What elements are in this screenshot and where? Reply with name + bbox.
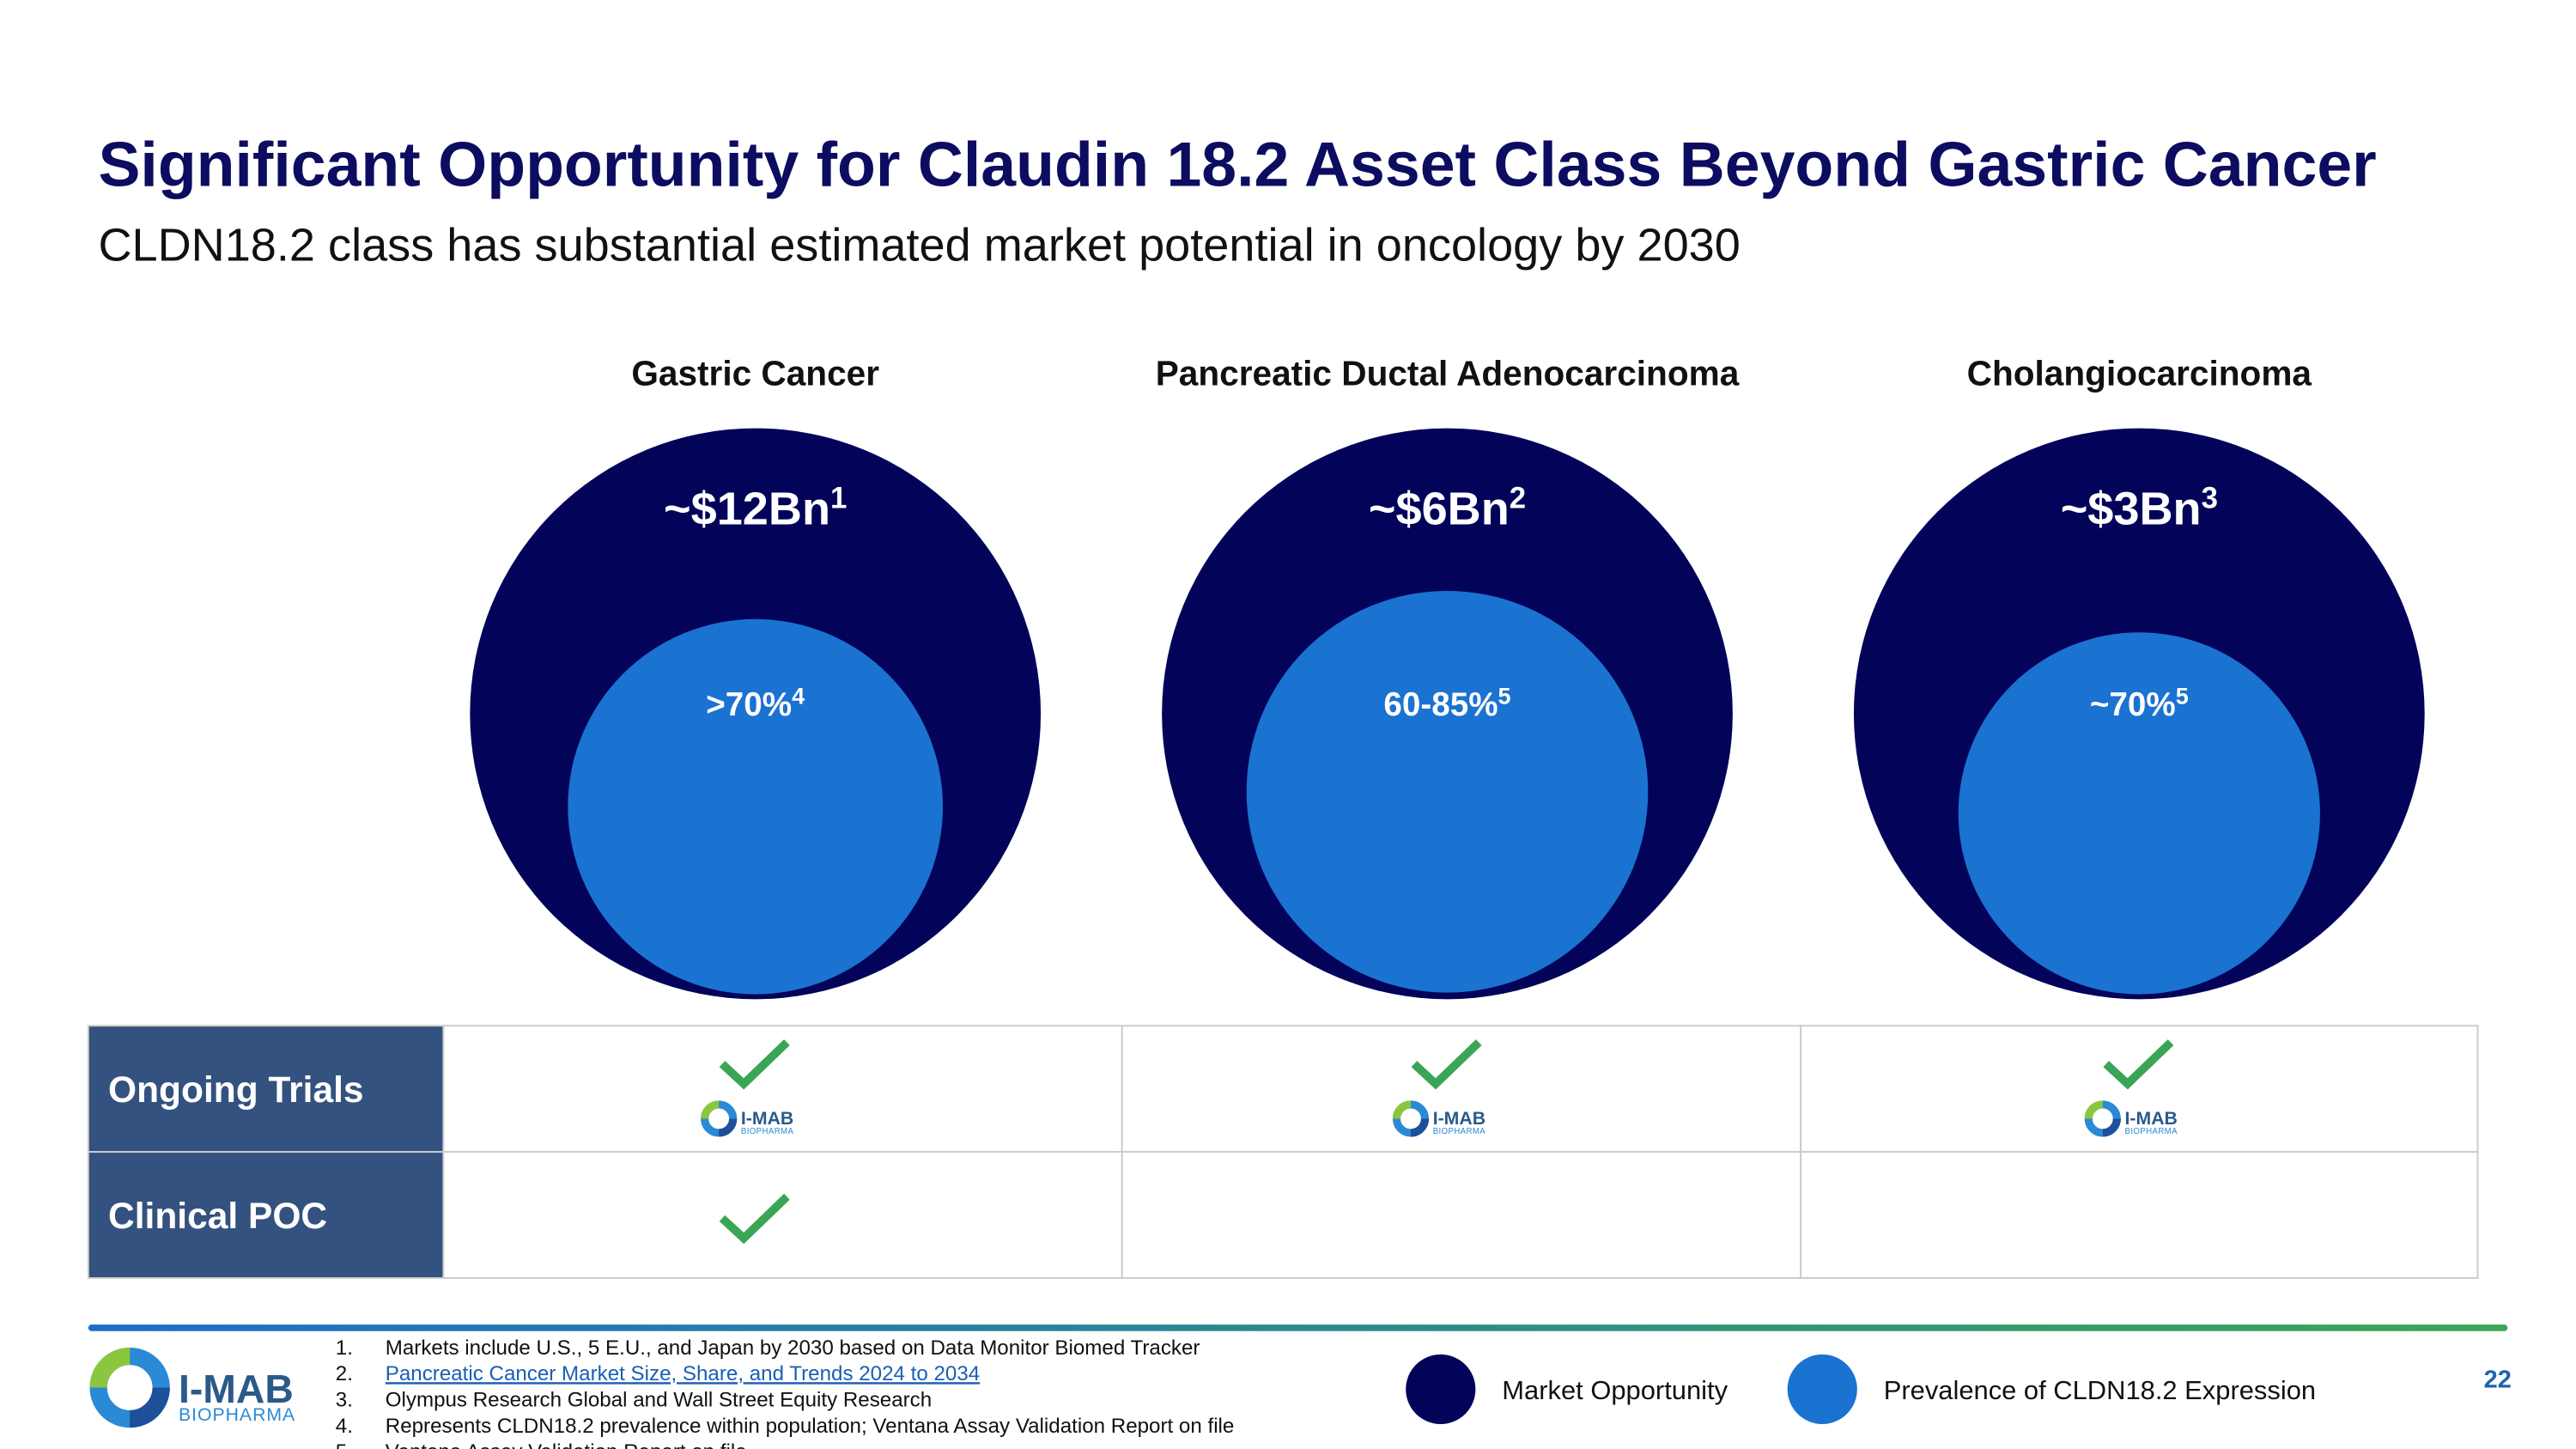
check-mark (2103, 1039, 2174, 1090)
footnote-number: 5. (336, 1440, 353, 1449)
logo-arc (1392, 1100, 1412, 1119)
footnote: Represents CLDN18.2 prevalence within po… (386, 1415, 1235, 1438)
prevalence-label: ~70%5 (2090, 683, 2189, 723)
legend-label: Market Opportunity (1502, 1375, 1728, 1405)
footnote-ref: 5 (1498, 683, 1511, 709)
logo-name: I-MAB (1433, 1108, 1485, 1129)
logo-arc (89, 1347, 131, 1389)
prevalence-circle (1246, 590, 1649, 993)
market-label: ~$12Bn1 (664, 482, 847, 534)
logo-sub: BIOPHARMA (1433, 1127, 1486, 1136)
check-mark (1411, 1039, 1482, 1090)
footnote-number: 2. (336, 1362, 353, 1385)
column-header: Cholangiocarcinoma (1967, 353, 2312, 393)
footnote-number: 3. (336, 1389, 353, 1412)
divider (88, 1324, 2508, 1331)
footnote: Olympus Research Global and Wall Street … (386, 1389, 932, 1412)
market-label: ~$3Bn3 (2061, 482, 2218, 534)
title: Significant Opportunity for Claudin 18.2… (98, 129, 2376, 199)
logo-sub: BIOPHARMA (741, 1127, 794, 1136)
logo-arc (718, 1118, 738, 1137)
footnote-ref: 5 (2176, 683, 2189, 709)
row-header-cell (87, 1151, 445, 1279)
footnote-ref: 2 (1510, 482, 1526, 514)
prevalence-circle (1958, 632, 2320, 995)
page-number: 22 (2484, 1367, 2512, 1394)
legend-swatch (1787, 1354, 1857, 1425)
table-cell (1121, 1151, 1802, 1279)
market-value: ~$6Bn (1369, 484, 1510, 535)
row-header: Clinical POC (108, 1196, 327, 1237)
market-value: ~$3Bn (2061, 484, 2202, 535)
prevalence-label: 60-85%5 (1383, 683, 1510, 723)
prevalence-value: >70% (706, 686, 792, 723)
row-header: Ongoing Trials (108, 1070, 364, 1111)
footnote-number: 4. (336, 1415, 353, 1438)
market-value: ~$12Bn (664, 484, 830, 535)
logo-arc (129, 1386, 170, 1428)
market-label: ~$6Bn2 (1369, 482, 1526, 534)
check-mark (719, 1193, 790, 1245)
logo-name: I-MAB (741, 1108, 793, 1129)
table-cell (1800, 1025, 2479, 1154)
logo-arc (1410, 1118, 1430, 1137)
logo-sub: BIOPHARMA (2125, 1127, 2178, 1136)
logo-arc (2084, 1100, 2104, 1119)
footnote-link[interactable]: Pancreatic Cancer Market Size, Share, an… (386, 1362, 980, 1385)
prevalence-value: ~70% (2090, 686, 2176, 723)
column-header: Pancreatic Ductal Adenocarcinoma (1156, 353, 1740, 393)
prevalence-value: 60-85% (1383, 686, 1498, 723)
logo-arc (2102, 1118, 2121, 1137)
prevalence-circle (568, 618, 944, 995)
footnote: Ventana Assay Validation Report on file (386, 1440, 747, 1449)
logo-name: I-MAB (2125, 1108, 2178, 1129)
subtitle: CLDN18.2 class has substantial estimated… (98, 219, 1740, 271)
logo-arc (701, 1100, 720, 1119)
footnote-ref: 1 (830, 482, 847, 514)
logo-name: I-MAB (179, 1367, 294, 1411)
footnote: Markets include U.S., 5 E.U., and Japan … (386, 1336, 1200, 1360)
footnote-ref: 4 (792, 683, 805, 709)
footnote-ref: 3 (2202, 482, 2218, 514)
check-mark (719, 1039, 790, 1090)
table-cell (442, 1151, 1123, 1279)
prevalence-label: >70%4 (706, 683, 805, 723)
table-cell (1121, 1025, 1802, 1154)
table-cell (1800, 1151, 2479, 1279)
legend-swatch (1406, 1354, 1476, 1425)
footnote-number: 1. (336, 1336, 353, 1360)
logo-sub: BIOPHARMA (179, 1404, 295, 1425)
column-header: Gastric Cancer (631, 353, 879, 393)
legend-label: Prevalence of CLDN18.2 Expression (1884, 1375, 2316, 1405)
